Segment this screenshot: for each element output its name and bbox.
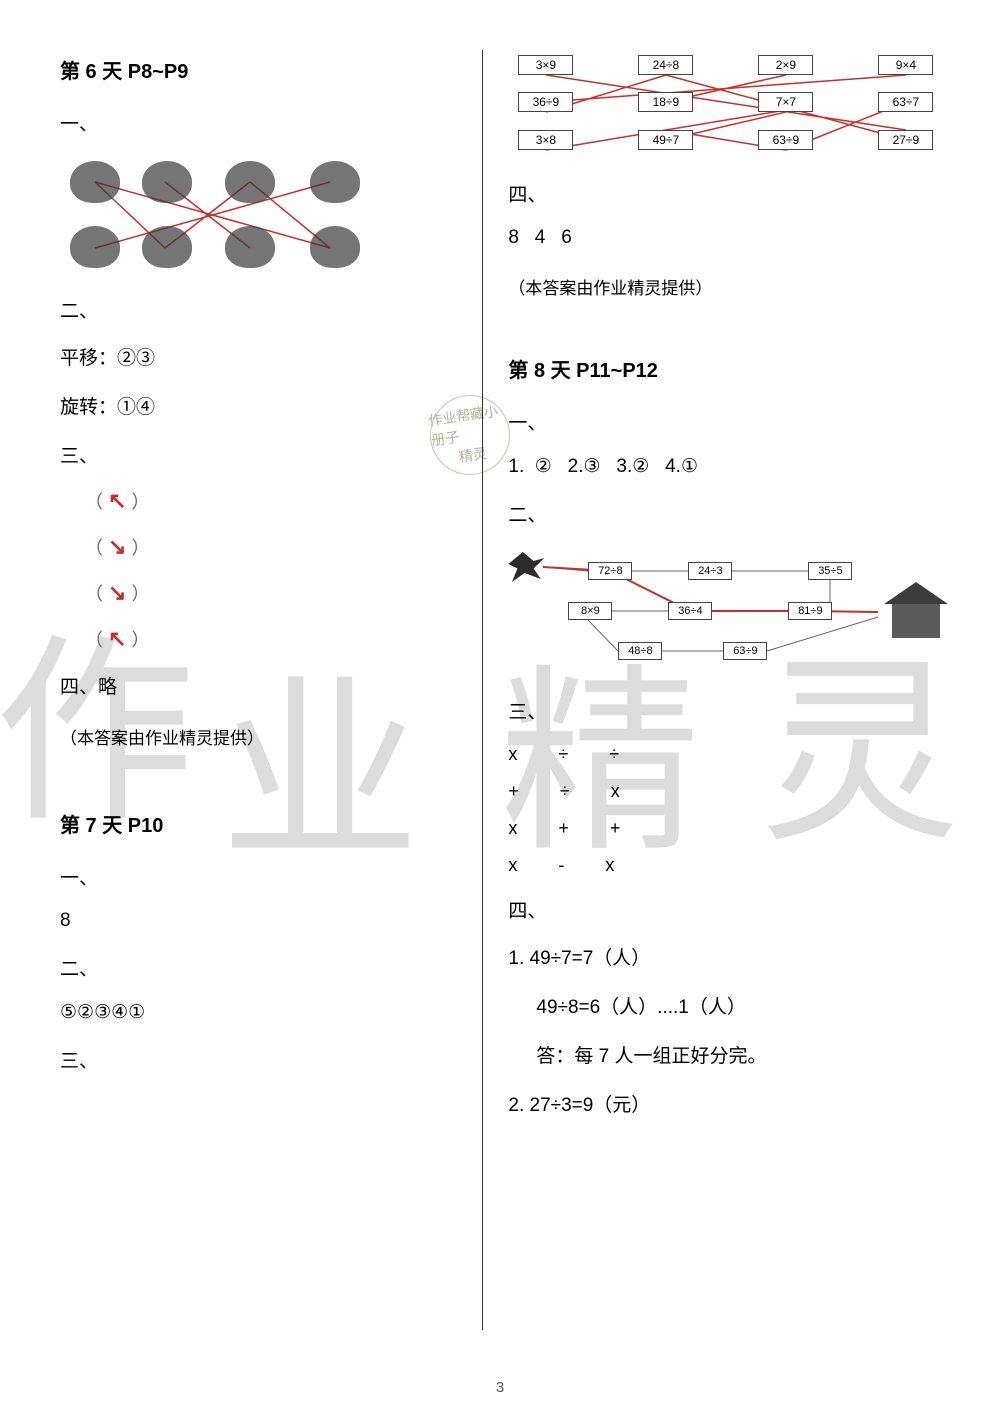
day8-s4-line2: 49÷8=6（人）....1（人） xyxy=(508,992,940,1019)
right-column: 3×9 24÷8 2×9 9×4 36÷9 18÷9 7×7 63÷7 3×8 49÷7 63÷9 2… xyxy=(482,50,940,1330)
path-box: 48÷8 xyxy=(618,642,662,660)
day6-s2-label: 二、 xyxy=(60,296,457,323)
arrow-answer: （ ↖ ） xyxy=(85,488,457,514)
day8-s4-label: 四、 xyxy=(508,896,940,923)
day6-attrib: （本答案由作业精灵提供） xyxy=(60,724,457,749)
day6-heading: 第 6 天 P8~P9 xyxy=(60,55,457,84)
path-box: 8×9 xyxy=(568,602,612,620)
crab-icon xyxy=(225,226,275,268)
day7-s2-value: ⑤②③④① xyxy=(60,1001,457,1024)
crab-icon xyxy=(310,226,360,268)
day8-s2-label: 二、 xyxy=(508,500,940,527)
path-box: 24÷3 xyxy=(688,562,732,580)
day6-s2-line1: 平移：②③ xyxy=(60,343,457,370)
operator-row: + ÷ x xyxy=(508,781,940,802)
crab-icon xyxy=(310,161,360,203)
crab-icon xyxy=(142,161,192,203)
crab-icon xyxy=(70,226,120,268)
day8-s4-line3: 答：每 7 人一组正好分完。 xyxy=(508,1041,940,1068)
day7-s1-value: 8 xyxy=(60,910,457,932)
house-icon xyxy=(884,582,948,638)
day8-s4-line4: 2. 27÷3=9（元） xyxy=(508,1090,940,1117)
page-number: 3 xyxy=(496,1379,504,1396)
arrow-glyph: ↘ xyxy=(108,580,126,605)
match-box: 18÷9 xyxy=(638,92,693,112)
day7-attrib: （本答案由作业精灵提供） xyxy=(508,274,940,299)
day8-s1-value: 1. ② 2.③ 3.② 4.① xyxy=(508,455,940,478)
day8-s4-line1: 1. 49÷7=7（人） xyxy=(508,943,940,970)
arrow-glyph: ↘ xyxy=(108,534,126,559)
match-box: 36÷9 xyxy=(518,92,573,112)
path-box: 72÷8 xyxy=(588,562,632,580)
day6-figure1 xyxy=(60,156,370,276)
match-box: 7×7 xyxy=(758,92,813,112)
day8-figure2: 72÷8 24÷3 35÷5 8×9 36÷4 81÷9 48÷8 63÷9 xyxy=(508,547,948,677)
match-box: 27÷9 xyxy=(878,130,933,150)
day7-s3-label: 三、 xyxy=(60,1046,457,1073)
match-box: 9×4 xyxy=(878,55,933,75)
arrow-answer: （ ↘ ） xyxy=(85,580,457,606)
operator-row: x ÷ ÷ xyxy=(508,744,940,765)
path-box: 36÷4 xyxy=(668,602,712,620)
operator-row: x - x xyxy=(508,855,940,876)
crab-icon xyxy=(225,161,275,203)
left-column: 第 6 天 P8~P9 一、 二、 平移：②③ 旋转：①④ 三、 （ ↖ ） （ … xyxy=(60,50,482,1330)
day8-s3-label: 三、 xyxy=(508,697,940,724)
match-box: 3×8 xyxy=(518,130,573,150)
arrow-answer: （ ↘ ） xyxy=(85,534,457,560)
two-column-layout: 第 6 天 P8~P9 一、 二、 平移：②③ 旋转：①④ 三、 （ ↖ ） （ … xyxy=(60,50,940,1330)
match-box: 24÷8 xyxy=(638,55,693,75)
path-box: 81÷9 xyxy=(788,602,832,620)
day7-s4-value: 8 4 6 xyxy=(508,227,940,249)
day8-heading: 第 8 天 P11~P12 xyxy=(508,354,940,383)
day6-s1-label: 一、 xyxy=(60,109,457,136)
path-box: 63÷9 xyxy=(723,642,767,660)
day7-s1-label: 一、 xyxy=(60,863,457,890)
day6-s2-line2: 旋转：①④ xyxy=(60,392,457,419)
crab-icon xyxy=(142,226,192,268)
match-box: 63÷9 xyxy=(758,130,813,150)
day7-heading: 第 7 天 P10 xyxy=(60,809,457,838)
arrow-glyph: ↖ xyxy=(108,488,126,513)
match-box: 63÷7 xyxy=(878,92,933,112)
day6-s4-label: 四、略 xyxy=(60,672,457,699)
match-box: 2×9 xyxy=(758,55,813,75)
day7-s2-label: 二、 xyxy=(60,954,457,981)
match-box: 49÷7 xyxy=(638,130,693,150)
path-box: 35÷5 xyxy=(808,562,852,580)
day7-match-grid: 3×9 24÷8 2×9 9×4 36÷9 18÷9 7×7 63÷7 3×8 49÷7 63÷9 2… xyxy=(508,50,938,160)
day7-s4-label: 四、 xyxy=(508,180,940,207)
operator-row: x + + xyxy=(508,818,940,839)
arrow-answer: （ ↖ ） xyxy=(85,626,457,652)
crab-icon xyxy=(70,161,120,203)
day6-s3-label: 三、 xyxy=(60,441,457,468)
arrow-glyph: ↖ xyxy=(108,626,126,651)
day8-s1-label: 一、 xyxy=(508,408,940,435)
match-box: 3×9 xyxy=(518,55,573,75)
